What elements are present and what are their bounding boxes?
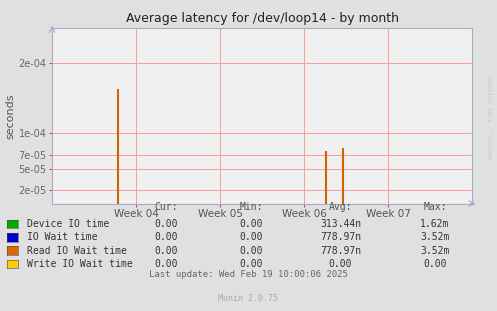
Text: 313.44n: 313.44n xyxy=(320,219,361,229)
Text: Max:: Max: xyxy=(423,202,447,212)
Text: Min:: Min: xyxy=(239,202,263,212)
Text: 3.52m: 3.52m xyxy=(420,232,450,242)
Text: 0.00: 0.00 xyxy=(329,259,352,269)
Text: 0.00: 0.00 xyxy=(239,219,263,229)
Text: 0.00: 0.00 xyxy=(239,246,263,256)
Text: RRDTOOL / TOBI OETIKER: RRDTOOL / TOBI OETIKER xyxy=(489,77,494,160)
Text: Avg:: Avg: xyxy=(329,202,352,212)
Text: 0.00: 0.00 xyxy=(155,219,178,229)
Text: Device IO time: Device IO time xyxy=(27,219,109,229)
Text: IO Wait time: IO Wait time xyxy=(27,232,98,242)
Text: 0.00: 0.00 xyxy=(155,232,178,242)
Title: Average latency for /dev/loop14 - by month: Average latency for /dev/loop14 - by mon… xyxy=(126,12,399,26)
Text: 778.97n: 778.97n xyxy=(320,232,361,242)
Text: Cur:: Cur: xyxy=(155,202,178,212)
Text: 0.00: 0.00 xyxy=(239,232,263,242)
Text: Munin 2.0.75: Munin 2.0.75 xyxy=(219,294,278,303)
Text: Write IO Wait time: Write IO Wait time xyxy=(27,259,133,269)
Text: 0.00: 0.00 xyxy=(155,259,178,269)
Text: 1.62m: 1.62m xyxy=(420,219,450,229)
Text: Read IO Wait time: Read IO Wait time xyxy=(27,246,127,256)
Text: 778.97n: 778.97n xyxy=(320,246,361,256)
Text: 3.52m: 3.52m xyxy=(420,246,450,256)
Text: 0.00: 0.00 xyxy=(239,259,263,269)
Text: 0.00: 0.00 xyxy=(155,246,178,256)
Text: 0.00: 0.00 xyxy=(423,259,447,269)
Y-axis label: seconds: seconds xyxy=(6,93,16,139)
Text: Last update: Wed Feb 19 10:00:06 2025: Last update: Wed Feb 19 10:00:06 2025 xyxy=(149,270,348,279)
